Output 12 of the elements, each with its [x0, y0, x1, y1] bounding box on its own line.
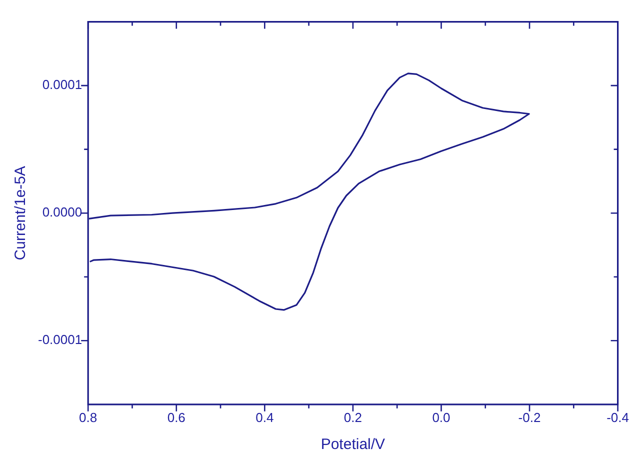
y-tick-label: 0.0001 — [42, 77, 82, 92]
x-tick-label: 0.4 — [256, 410, 274, 425]
y-tick-label: 0.0000 — [42, 204, 82, 220]
x-tick-label: 0.6 — [167, 410, 186, 425]
x-tick-label: -0.4 — [606, 410, 630, 425]
x-tick-label: 0.2 — [344, 410, 362, 425]
x-tick-label: 0.0 — [432, 410, 450, 425]
x-tick-label: -0.2 — [518, 410, 541, 425]
y-tick-label: -0.0001 — [38, 332, 82, 348]
x-tick-label: 0.8 — [79, 410, 98, 425]
y-axis-title: Current/1e-5A — [12, 166, 30, 260]
x-axis-title: Potetial/V — [320, 436, 386, 454]
